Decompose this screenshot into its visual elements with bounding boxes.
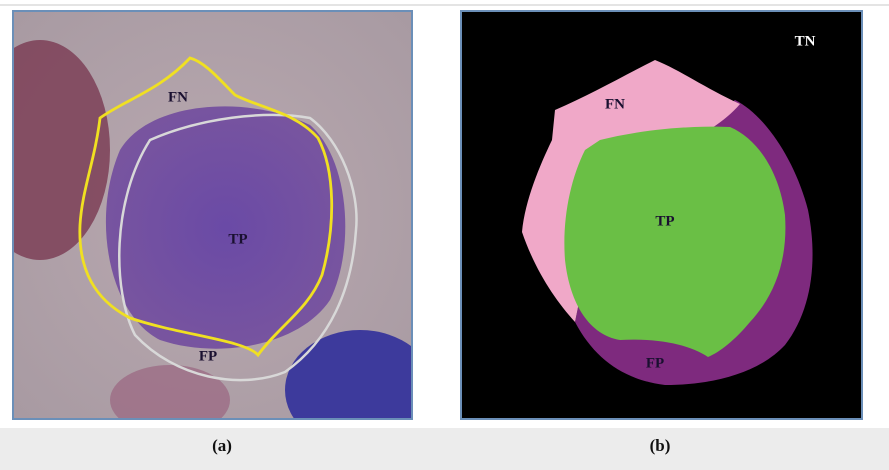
region-label: TP bbox=[228, 231, 247, 247]
page: FN TP FP TN FN TP FP (a) (b) (() => { co… bbox=[0, 0, 889, 470]
region-label: FP bbox=[199, 348, 217, 364]
region-label: FN bbox=[168, 89, 188, 105]
region-label: FN bbox=[605, 96, 625, 112]
figure: FN TP FP TN FN TP FP (a) (b) bbox=[0, 0, 889, 470]
region-label: FP bbox=[646, 355, 664, 371]
panel-caption: (a) bbox=[212, 436, 232, 455]
micrograph bbox=[0, 12, 435, 450]
region-label: TP bbox=[655, 213, 674, 229]
neighbor-cell bbox=[110, 365, 230, 435]
region-label: TN bbox=[795, 33, 816, 49]
caption-strip bbox=[0, 428, 889, 470]
cell bbox=[106, 106, 345, 348]
panel-caption: (b) bbox=[650, 436, 671, 455]
